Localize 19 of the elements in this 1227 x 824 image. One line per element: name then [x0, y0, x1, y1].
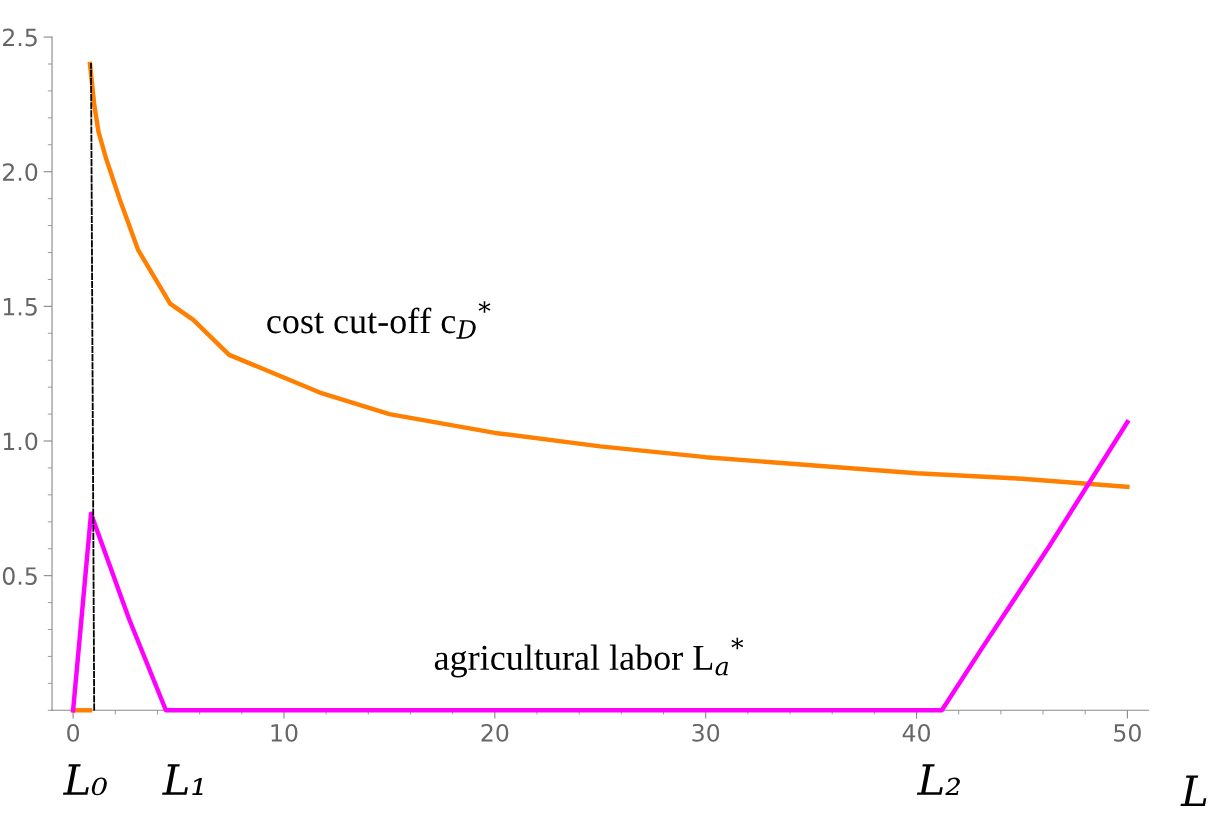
- x-tick-label: 50: [1114, 723, 1141, 742]
- y-tick-label: 1.0: [3, 432, 38, 451]
- y-tick-label: 2.0: [3, 163, 38, 182]
- text: L: [1180, 775, 1207, 806]
- x-tick-label: 10: [271, 723, 298, 742]
- x-tick-label: 40: [902, 723, 930, 742]
- x-tick-label: 0: [67, 723, 80, 742]
- x-tick-label: 30: [692, 723, 720, 742]
- y-tick-label: 0.5: [2, 567, 37, 585]
- annotation: L₀: [62, 764, 107, 796]
- line-series: [87, 61, 1130, 489]
- x-tick-label: 20: [481, 723, 509, 742]
- annotation: cost cut-off c$_{D}$$^{*}$: [267, 301, 491, 339]
- annotation: L₁: [162, 764, 203, 795]
- annotation: agricultural labor L$_{a}$$^{*}$: [434, 637, 744, 678]
- y-tick-label: 2.5: [3, 28, 37, 47]
- y-tick-label: 1.5: [3, 298, 37, 316]
- annotation: L₂: [916, 764, 960, 795]
- line-series: [70, 419, 1130, 713]
